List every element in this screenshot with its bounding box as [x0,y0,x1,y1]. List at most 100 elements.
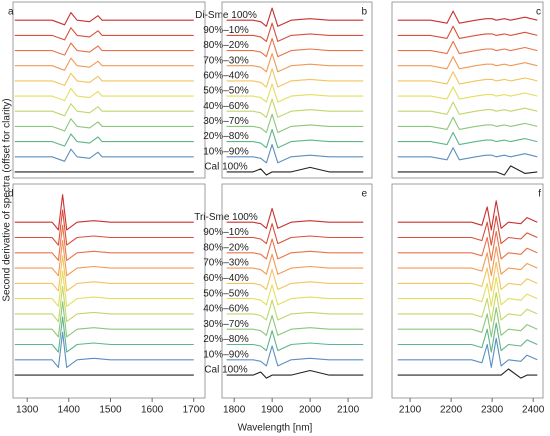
panel-frame [221,183,373,399]
panel-label: e [361,189,367,200]
spectrum-line [226,128,364,149]
spectrum-line [397,276,538,307]
series-label: 10%–90% [203,349,249,360]
series-label: 80%–20% [203,242,249,253]
x-tick-label: 2100 [399,405,422,416]
spectrum-line [14,87,194,102]
x-tick-label: 2000 [299,405,322,416]
x-tick-label: 1700 [183,405,206,416]
spectrum-line [397,291,538,323]
spectrum-line [14,42,194,56]
panel-label: a [8,7,14,18]
x-axis-label: Wavelength [nm] [238,423,313,434]
spectrum-line [226,83,364,103]
spectrum-line [397,337,538,368]
series-label: Tri-Sme 100% [194,212,258,223]
spectrum-line [14,194,194,231]
series-label: 30%–70% [203,116,249,127]
series-label: 90%–10% [203,227,249,238]
series-label: 60%–40% [203,273,249,284]
spectrum-line [397,322,538,353]
series-label: 70%–30% [203,55,249,66]
spectrum-line [226,166,364,176]
spectrum-line [226,7,364,27]
y-axis-label: Second derivative of spectra (offset for… [2,98,13,301]
series-label: 50%–50% [203,288,249,299]
x-tick-label: 1400 [58,405,81,416]
spectrum-line [397,116,538,130]
x-tick-label: 2100 [337,405,360,416]
spectrum-line [14,255,194,292]
spectrum-line [14,27,194,41]
panel-frame [221,1,373,179]
series-label: Cal 100% [204,162,247,173]
panel-frame [391,1,544,179]
spectrum-line [226,53,364,73]
spectrum-line [397,368,538,379]
x-tick-label: 2400 [522,405,545,416]
spectrum-line [226,223,364,245]
series-label: Di-Sme 100% [195,10,257,21]
spectrum-line [226,330,364,352]
spectrum-line [14,72,194,86]
spectrum-line [226,299,364,321]
x-tick-label: 1600 [141,405,164,416]
panel-label: c [536,7,541,18]
x-tick-label: 1500 [99,405,122,416]
x-tick-label: 1300 [16,405,39,416]
spectrum-line [14,148,194,162]
spectrum-line [397,86,538,100]
spectrum-line [14,316,194,353]
spectrum-line [397,25,538,39]
spectrum-line [226,345,364,367]
panel-frame [12,183,206,399]
panel-frame [391,183,544,399]
spectrum-line [226,22,364,42]
series-label: 80%–20% [203,40,249,51]
series-label: 40%–60% [203,304,249,315]
series-label: 20%–80% [203,131,249,142]
series-label: Cal 100% [204,365,247,376]
spectrum-line [397,101,538,115]
series-label: 20%–80% [203,334,249,345]
series-label: 10%–90% [203,146,249,157]
spectrum-line [397,165,538,176]
spectrum-line [397,131,538,146]
spectrum-line [397,307,538,338]
series-label: 40%–60% [203,101,249,112]
x-tick-label: 2200 [440,405,463,416]
spectrum-line [226,314,364,336]
spectrum-line [397,56,538,70]
spectrum-line [226,68,364,88]
spectrum-line [14,331,194,368]
spectrum-line [397,40,538,55]
spectrum-line [226,238,364,260]
spectrum-line [14,57,194,71]
series-label: 50%–50% [203,86,249,97]
spectrum-line [226,37,364,58]
spectrum-line [397,147,538,161]
spectrum-line [397,261,538,292]
spectrum-line [14,209,194,246]
spectrum-line [14,301,194,338]
spectrum-line [397,215,538,246]
spectrum-line [226,269,364,291]
x-tick-label: 2300 [481,405,504,416]
spectrum-line [397,10,538,24]
panel-frame [12,1,206,179]
series-label: 60%–40% [203,71,249,82]
spectrum-line [226,98,364,118]
spectrum-line [14,285,194,323]
spectrum-line [14,12,194,26]
spectrum-line [226,207,364,229]
spectrum-line [14,224,194,261]
spectrum-line [14,103,194,117]
spectrum-line [14,240,194,277]
spectrum-line [397,230,538,261]
spectrum-line [397,246,538,277]
panel-label: d [8,189,14,200]
spectrum-line [14,118,194,132]
x-tick-label: 1900 [261,405,284,416]
series-label: 70%–30% [203,258,249,269]
